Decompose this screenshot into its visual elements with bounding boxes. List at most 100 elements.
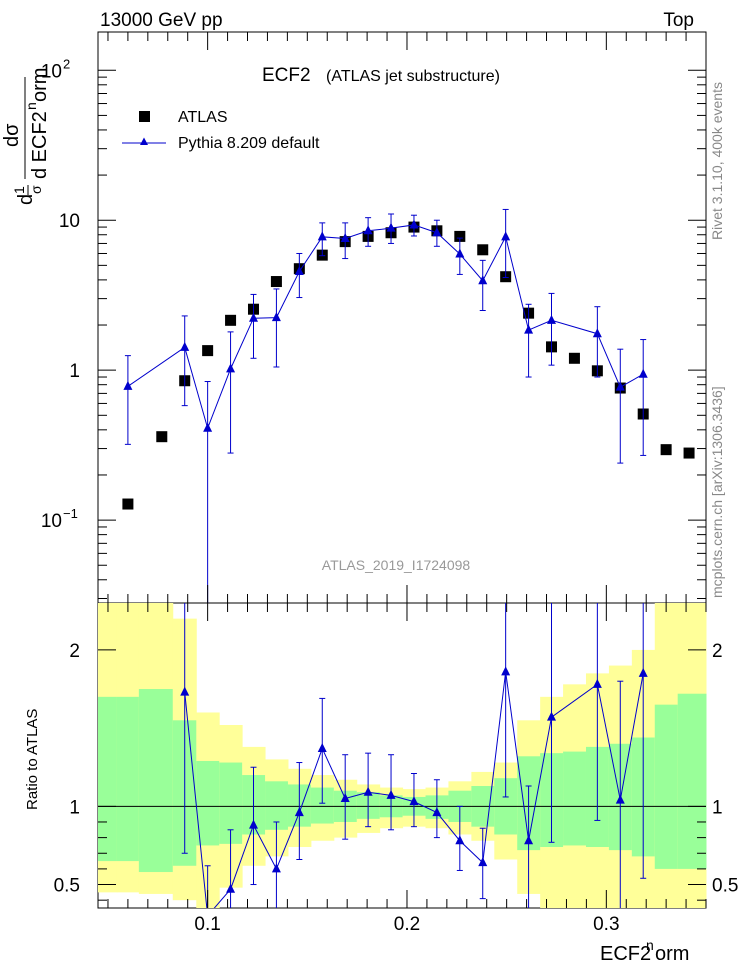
- x-tick-label: 0.1: [194, 914, 220, 935]
- ratio-uncertainty-bands: 0.5 0.5 1 1 2 2: [54, 603, 738, 908]
- ylabel-den-tail: orm: [29, 68, 51, 102]
- x-tick-label: 0.2: [394, 914, 420, 935]
- header-energy-label: 13000 GeV pp: [100, 10, 223, 31]
- pythia-data-point: [180, 341, 190, 351]
- xlabel-main: ECF2: [600, 943, 651, 965]
- ratio-green-band: [98, 696, 118, 862]
- pythia-data-point: [226, 363, 236, 373]
- ratio-y-axis-label: Ratio to ATLAS: [24, 709, 41, 810]
- ratio-data-point: [340, 793, 350, 803]
- ratio-data-point: [592, 678, 602, 688]
- main-y-tick-label: 1: [69, 361, 80, 382]
- ratio-green-band: [116, 696, 140, 862]
- ratio-green-band: [677, 693, 707, 869]
- atlas-data-point: [202, 345, 214, 357]
- xlabel-tail: orm: [655, 943, 689, 965]
- ratio-series-line: [184, 671, 644, 908]
- pythia-data-point: [592, 328, 602, 338]
- pythia-data-point: [501, 231, 511, 241]
- atlas-data-point: [122, 498, 134, 510]
- ratio-data-point: [386, 789, 396, 799]
- ratio-data-point: [455, 835, 465, 845]
- atlas-data-point: [660, 444, 672, 456]
- pythia-data-point: [455, 248, 465, 258]
- atlas-data-point: [568, 352, 580, 364]
- x-axis-label: ECF2 n orm: [600, 937, 689, 965]
- ratio-green-band: [563, 751, 587, 846]
- ylabel-sigma: σ: [28, 185, 44, 194]
- pythia-data-point: [363, 225, 373, 235]
- ratio-y-tick-label-left: 0.5: [54, 876, 80, 897]
- ratio-data-point: [524, 835, 534, 845]
- ylabel-one: 1: [11, 186, 27, 194]
- legend-pythia-marker: [140, 137, 148, 145]
- xlabel-sup: n: [646, 937, 654, 953]
- pythia-data-point: [271, 312, 281, 322]
- main-y-axis-label: d 1 σ dσ d ECF2 n orm: [1, 68, 51, 205]
- pythia-data-point: [294, 265, 304, 275]
- pythia-data-point: [615, 381, 625, 391]
- ylabel-den: d ECF2: [29, 111, 51, 179]
- ratio-y-tick-label-right: 0.5: [712, 876, 738, 897]
- atlas-data-point: [477, 244, 489, 256]
- x-axis-ticks: 0.1 0.2 0.3: [107, 32, 707, 935]
- ratio-plot-marks: [180, 603, 648, 908]
- ratio-data-point: [638, 667, 648, 677]
- plot-subtitle: (ATLAS jet substructure): [326, 68, 500, 85]
- atlas-data-point: [454, 230, 466, 242]
- ratio-data-point: [615, 794, 625, 804]
- rivet-info-label: Rivet 3.1.10, 400k events: [709, 82, 725, 240]
- main-y-tick-label: 10: [41, 61, 62, 82]
- main-y-tick-label: 10: [59, 211, 80, 232]
- pythia-data-point: [386, 222, 396, 232]
- pythia-data-point: [478, 275, 488, 285]
- ylabel-num: dσ: [1, 123, 23, 147]
- ratio-green-band: [219, 762, 243, 844]
- main-y-tick-label: 10: [41, 511, 62, 532]
- ratio-data-point: [363, 786, 373, 796]
- atlas-data-point: [225, 314, 237, 326]
- ratio-data-point: [317, 742, 327, 752]
- ratio-data-point: [478, 857, 488, 867]
- legend-atlas-marker: [139, 111, 150, 122]
- pythia-data-point: [317, 231, 327, 241]
- x-tick-label: 0.3: [593, 914, 619, 935]
- pythia-data-point: [432, 227, 442, 237]
- ratio-green-band: [654, 704, 679, 869]
- ratio-data-point: [294, 807, 304, 817]
- ratio-green-band: [196, 760, 220, 846]
- plot-title: ECF2: [262, 65, 311, 86]
- ratio-data-point: [180, 686, 190, 696]
- ratio-green-band: [310, 787, 335, 824]
- ratio-data-point: [226, 883, 236, 893]
- ratio-y-tick-label-right: 1: [712, 797, 723, 818]
- legend: ATLAS Pythia 8.209 default: [122, 109, 320, 152]
- header-process-label: Top: [663, 10, 694, 31]
- ratio-y-tick-label-right: 2: [712, 641, 723, 662]
- ylabel-d: d: [15, 194, 37, 205]
- pythia-data-point: [547, 314, 557, 324]
- ylabel-den-sup: n: [23, 102, 39, 110]
- pythia-series-line: [127, 224, 644, 430]
- main-y-tick-exponent: 2: [63, 56, 70, 71]
- pythia-data-point: [409, 219, 419, 229]
- ratio-y-tick-label-left: 1: [69, 797, 80, 818]
- ratio-green-band: [138, 689, 174, 873]
- ratio-data-point: [248, 819, 258, 829]
- ratio-data-point: [432, 807, 442, 817]
- main-y-tick-exponent: −1: [63, 506, 78, 521]
- ratio-green-band: [265, 781, 289, 830]
- atlas-data-point: [683, 447, 695, 459]
- ratio-data-point: [271, 863, 281, 873]
- pythia-data-point: [248, 312, 258, 322]
- legend-pythia-label: Pythia 8.209 default: [178, 135, 320, 152]
- atlas-data-point: [270, 276, 282, 288]
- pythia-data-point: [638, 368, 648, 378]
- mcplots-info-label: mcplots.cern.ch [arXiv:1306.3436]: [709, 386, 725, 598]
- ratio-data-point: [409, 796, 419, 806]
- atlas-data-point: [156, 431, 168, 443]
- analysis-label: ATLAS_2019_I1724098: [322, 557, 471, 573]
- ratio-data-point: [547, 711, 557, 721]
